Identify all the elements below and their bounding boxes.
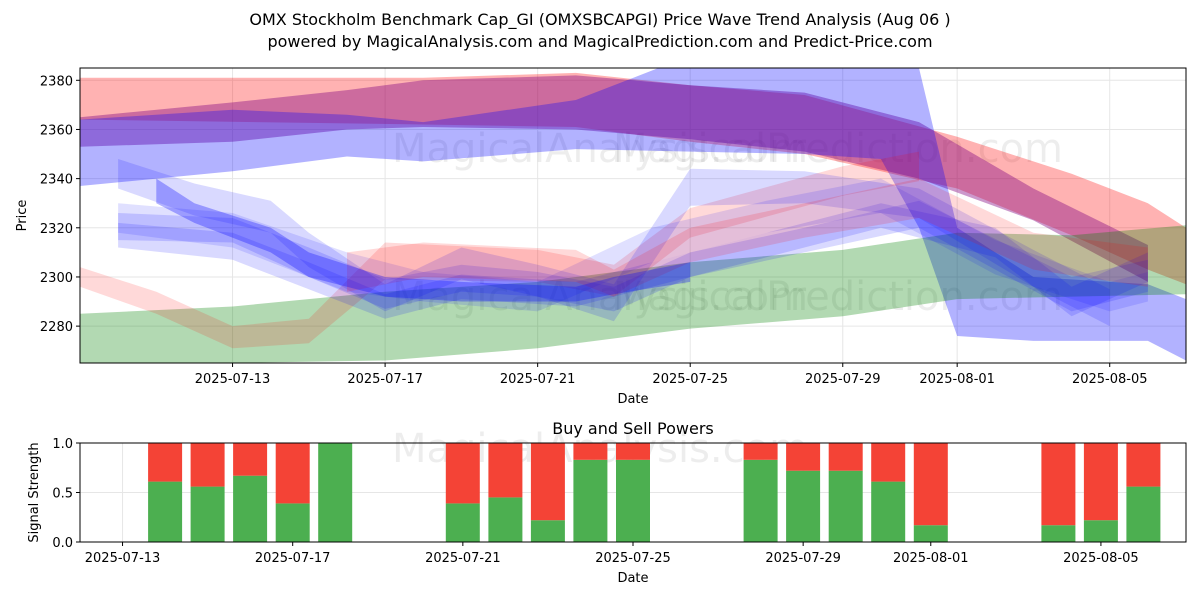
price-y-tick-label: 2340 <box>40 173 73 188</box>
sell-bar <box>1041 443 1076 526</box>
signal-x-axis-label: Date <box>617 571 648 586</box>
buy-bar <box>1126 486 1161 542</box>
price-wave-band-6 <box>118 159 1110 327</box>
chart-title: OMX Stockholm Benchmark Cap_GI (OMXSBCAP… <box>249 10 951 29</box>
sell-bar <box>445 443 480 504</box>
price-wave-band-5 <box>80 151 919 349</box>
watermark-text: MagicalPrediction.com <box>613 274 1063 320</box>
signal-x-tick-label: 2025-07-21 <box>425 551 501 566</box>
price-wave-band-3 <box>80 68 1186 361</box>
price-x-tick-label: 2025-07-21 <box>500 372 576 387</box>
price-x-axis-label: Date <box>617 392 648 407</box>
sell-bar <box>913 443 948 526</box>
price-y-tick-label: 2320 <box>40 222 73 237</box>
buy-bar <box>1083 520 1118 542</box>
buy-bar <box>828 470 863 542</box>
price-x-tick-label: 2025-08-05 <box>1072 372 1148 387</box>
buy-bar <box>148 481 183 542</box>
price-y-tick-label: 2380 <box>40 74 73 89</box>
sell-bar <box>530 443 565 521</box>
sell-bar <box>1126 443 1161 487</box>
sell-bar <box>786 443 821 471</box>
watermark-text: MagicalPrediction.com <box>613 126 1063 172</box>
watermark-text: MagicalAnalysis.com <box>392 126 808 172</box>
price-x-tick-label: 2025-07-13 <box>195 372 271 387</box>
buy-bar <box>913 525 948 542</box>
buy-bar <box>488 497 523 542</box>
sell-bar <box>616 443 650 460</box>
sell-bar <box>275 443 310 504</box>
price-wave-band-9 <box>118 178 1148 312</box>
price-x-tick-label: 2025-07-25 <box>652 372 728 387</box>
signal-x-tick-label: 2025-07-25 <box>595 551 671 566</box>
buy-bar <box>275 503 310 542</box>
buy-bar <box>786 470 821 542</box>
signal-x-tick-label: 2025-07-17 <box>255 551 331 566</box>
signal-x-tick-label: 2025-07-29 <box>765 551 841 566</box>
buy-bar <box>1041 525 1076 542</box>
sell-bar <box>743 443 778 460</box>
sell-bar <box>871 443 906 482</box>
price-y-tick-label: 2300 <box>40 271 73 286</box>
signal-chart-title: Buy and Sell Powers <box>552 419 714 438</box>
signal-x-tick-label: 2025-08-01 <box>893 551 969 566</box>
price-wave-band-1 <box>80 72 1186 285</box>
price-y-tick-label: 2280 <box>40 320 73 335</box>
buy-bar <box>743 459 778 542</box>
buy-bar <box>318 443 353 542</box>
sell-bar <box>573 443 608 460</box>
chart-subtitle: powered by MagicalAnalysis.com and Magic… <box>267 32 933 51</box>
signal-x-tick-label: 2025-07-13 <box>85 551 161 566</box>
signal-y-axis-label: Signal Strength <box>27 442 42 542</box>
price-x-tick-label: 2025-07-17 <box>347 372 423 387</box>
price-plot-frame <box>79 67 1187 364</box>
signal-x-tick-label: 2025-08-05 <box>1063 551 1139 566</box>
sell-bar <box>488 443 523 498</box>
buy-bar <box>233 475 268 542</box>
signal-y-tick-label: 0.0 <box>52 536 73 551</box>
price-wave-band-4 <box>80 225 1186 363</box>
buy-bar <box>573 459 608 542</box>
price-wave-band-11 <box>156 178 691 302</box>
buy-bar <box>530 520 565 542</box>
sell-bar <box>190 443 225 487</box>
price-x-tick-label: 2025-08-01 <box>919 372 995 387</box>
signal-y-tick-label: 0.5 <box>52 487 73 502</box>
price-wave-band-10 <box>347 178 1148 297</box>
price-wave-band-7 <box>118 200 1148 312</box>
buy-bar <box>871 481 906 542</box>
price-y-tick-label: 2360 <box>40 123 73 138</box>
price-wave-band-2 <box>80 75 1148 282</box>
sell-bar <box>828 443 863 471</box>
sell-bar <box>148 443 183 482</box>
sell-bar <box>233 443 268 476</box>
price-x-tick-label: 2025-07-29 <box>805 372 881 387</box>
watermark-text: MagicalAnalysis.com <box>392 274 808 320</box>
price-y-axis-label: Price <box>15 200 30 232</box>
buy-bar <box>445 503 480 542</box>
sell-bar <box>1083 443 1118 521</box>
buy-bar <box>616 459 650 542</box>
buy-bar <box>190 486 225 542</box>
signal-y-tick-label: 1.0 <box>52 437 73 452</box>
